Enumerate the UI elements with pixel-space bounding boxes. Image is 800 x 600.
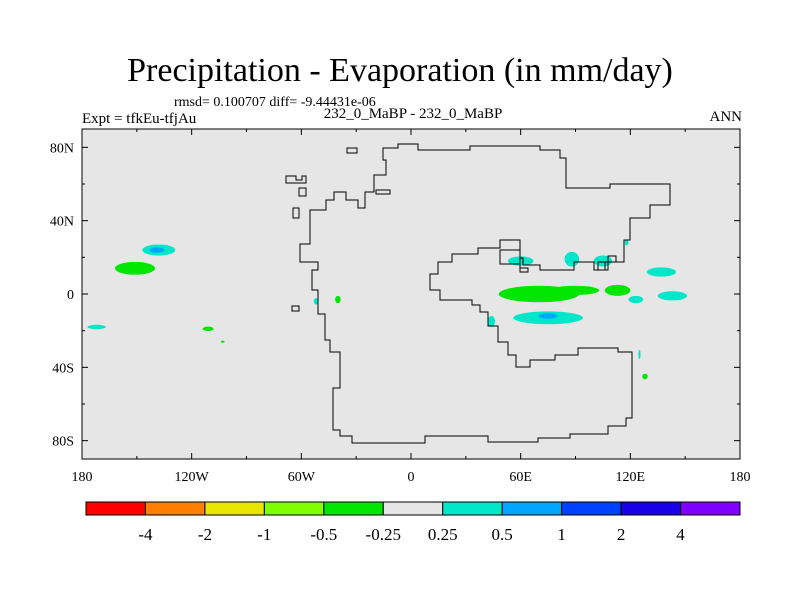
island-6 — [291, 305, 300, 312]
anomaly-region-7 — [335, 295, 341, 304]
anomaly-region-3 — [87, 324, 106, 330]
colorbar-swatch-7 — [501, 501, 563, 516]
colorbar-swatch-9 — [620, 501, 682, 516]
colorbar-swatch-2 — [204, 501, 265, 516]
anomaly-layer — [87, 239, 687, 380]
colorbar-swatch-0 — [85, 501, 146, 516]
y-tick-label-2: 0 — [67, 288, 74, 303]
island-4 — [292, 207, 300, 219]
chart-title: Precipitation - Evaporation (in mm/day) — [127, 52, 673, 89]
anomaly-region-18 — [646, 267, 677, 277]
y-tick-label-4: 80S — [52, 435, 74, 450]
island-2 — [285, 175, 307, 184]
center-label: 232_0_MaBP - 232_0_MaBP — [323, 106, 503, 122]
anomaly-region-19 — [657, 291, 687, 301]
colorbar-swatch-5 — [382, 501, 444, 516]
colorbar-label-4: -0.25 — [366, 525, 401, 544]
anomaly-region-15 — [507, 256, 534, 266]
anomaly-region-14 — [487, 316, 496, 327]
x-tick-label-0: 180 — [72, 470, 93, 485]
colorbar-label-5: 0.25 — [428, 525, 458, 544]
x-tick-label-6: 180 — [730, 470, 751, 485]
x-tick-label-4: 60E — [509, 470, 532, 485]
colorbar-swatch-4 — [323, 501, 384, 516]
east-bay-coastline — [499, 249, 529, 273]
y-tick-label-0: 80N — [50, 141, 74, 156]
colorbar-label-1: -2 — [198, 525, 212, 544]
anomaly-region-2 — [114, 261, 156, 275]
colorbar-label-8: 2 — [617, 525, 626, 544]
colorbar-swatch-1 — [144, 501, 206, 516]
anomaly-region-16 — [564, 251, 580, 267]
axis-ticks: 180 120W 60W 0 60E 120E 180 80N 40N 0 40S 80S — [50, 129, 751, 485]
anomaly-region-21 — [638, 349, 641, 360]
island-5 — [375, 189, 391, 195]
x-tick-label-2: 60W — [288, 470, 316, 485]
colorbar-label-2: -1 — [257, 525, 271, 544]
colorbar-swatch-6 — [442, 501, 503, 516]
y-tick-label-1: 40N — [50, 215, 74, 230]
anomaly-region-5 — [220, 340, 225, 343]
colorbar-label-6: 0.5 — [492, 525, 513, 544]
anomaly-region-1 — [149, 247, 165, 253]
plot-background — [82, 129, 740, 459]
anomaly-region-10 — [604, 284, 631, 296]
anomaly-region-22 — [624, 239, 629, 246]
colorbar-swatch-8 — [561, 501, 622, 516]
x-tick-label-5: 120E — [616, 470, 646, 485]
anomaly-region-17 — [593, 255, 613, 267]
supercontinent-coastline — [299, 143, 671, 444]
colorbar-label-7: 1 — [557, 525, 566, 544]
colorbar-label-0: -4 — [138, 525, 153, 544]
season-label: ANN — [709, 109, 743, 125]
anomaly-region-13 — [538, 313, 558, 319]
x-tick-label-3: 0 — [408, 470, 415, 485]
island-3 — [298, 187, 307, 197]
anomaly-region-11 — [628, 295, 644, 304]
y-tick-label-3: 40S — [52, 361, 74, 376]
colorbar-swatch-3 — [263, 501, 325, 516]
experiment-label: Expt = tfkEu-tfjAu — [82, 111, 197, 127]
island-1 — [346, 147, 358, 154]
colorbar: -4 -2 -1 -0.5 -0.25 0.25 0.5 1 2 4 — [85, 501, 741, 544]
anomaly-region-6 — [313, 298, 319, 305]
x-tick-label-1: 120W — [175, 470, 210, 485]
colorbar-swatch-10 — [680, 501, 741, 516]
colorbar-label-3: -0.5 — [310, 525, 337, 544]
anomaly-region-20 — [642, 373, 648, 380]
anomaly-region-4 — [202, 326, 214, 332]
continent-outline — [285, 143, 671, 444]
stats-label: rmsd= 0.100707 diff= -9.44431e-06 — [174, 95, 376, 110]
anomaly-region-9 — [551, 285, 600, 295]
colorbar-label-9: 4 — [676, 525, 685, 544]
east-inlet-coastline — [597, 255, 617, 271]
